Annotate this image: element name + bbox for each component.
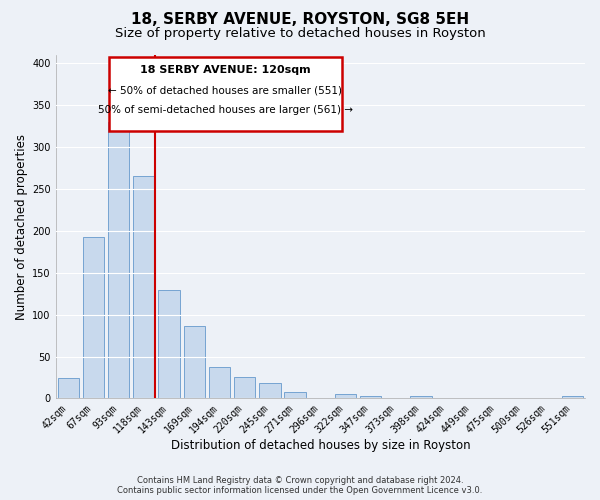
Bar [410,396,432,398]
Bar [259,384,281,398]
Bar [562,396,583,398]
Text: 18, SERBY AVENUE, ROYSTON, SG8 5EH: 18, SERBY AVENUE, ROYSTON, SG8 5EH [131,12,469,28]
Bar [335,394,356,398]
Bar [284,392,306,398]
Text: ← 50% of detached houses are smaller (551): ← 50% of detached houses are smaller (55… [108,86,342,96]
Bar [158,290,180,399]
Text: 18 SERBY AVENUE: 120sqm: 18 SERBY AVENUE: 120sqm [140,66,310,76]
Bar [184,326,205,398]
X-axis label: Distribution of detached houses by size in Royston: Distribution of detached houses by size … [170,440,470,452]
FancyBboxPatch shape [109,56,341,130]
Text: Contains HM Land Registry data © Crown copyright and database right 2024.: Contains HM Land Registry data © Crown c… [137,476,463,485]
Bar [83,237,104,398]
Y-axis label: Number of detached properties: Number of detached properties [15,134,28,320]
Bar [234,376,256,398]
Bar [209,366,230,398]
Text: Contains public sector information licensed under the Open Government Licence v3: Contains public sector information licen… [118,486,482,495]
Text: Size of property relative to detached houses in Royston: Size of property relative to detached ho… [115,28,485,40]
Text: 50% of semi-detached houses are larger (561) →: 50% of semi-detached houses are larger (… [98,105,353,115]
Bar [58,378,79,398]
Bar [133,176,155,398]
Bar [360,396,382,398]
Bar [108,122,130,398]
